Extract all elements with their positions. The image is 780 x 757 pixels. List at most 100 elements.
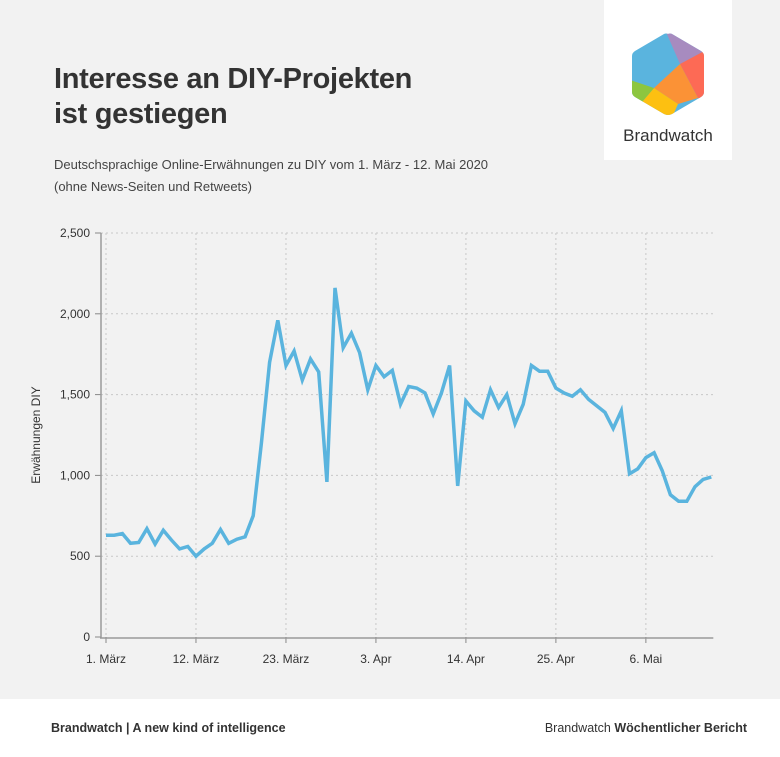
data-point [161,528,165,532]
y-tick-label: 2,500 [60,226,90,240]
data-point [488,388,492,392]
data-point [431,412,435,416]
series-line-erwaehnungen-diy [106,287,712,559]
data-point [513,422,517,426]
data-point [701,477,705,481]
line-chart: 0 500 1,000 1,500 2,000 2,500 1. März 12. März 2… [29,226,714,666]
data-point [153,542,157,546]
data-point [358,351,362,355]
data-point [227,541,231,545]
footer-brand: Brandwatch [544,721,611,735]
subtitle-line-2: (ohne News-Seiten und Retweets) [54,179,252,194]
data-point [219,528,223,532]
data-point [456,484,460,488]
data-point [595,404,599,408]
x-tick-label: 12. März [173,652,220,666]
data-point [480,415,484,419]
footer-report-title: Wöchentlicher Bericht [614,721,747,735]
data-point [390,368,394,372]
axes: 0 500 1,000 1,500 2,000 2,500 1. März 12. März 2… [60,226,714,666]
x-tick-label: 6. Mai [630,652,663,666]
data-point [668,493,672,497]
data-point [529,364,533,368]
y-tick-label: 500 [70,549,90,563]
x-tick-label: 3. Apr [360,652,391,666]
data-point [194,554,198,558]
data-point [202,547,206,551]
data-point [145,527,149,531]
data-point [251,514,255,518]
data-point [104,533,108,537]
chart-title: Interesse an DIY-Projekten ist gestiegen [54,62,412,132]
subtitle-line-1: Deutschsprachige Online-Erwähnungen zu D… [54,157,489,172]
data-point [644,456,648,460]
data-point [374,364,378,368]
chart-subtitle: Deutschsprachige Online-Erwähnungen zu D… [54,154,488,198]
brand-logo-panel: Brandwatch [604,0,732,160]
data-point [628,472,632,476]
data-point [398,402,402,406]
data-point [677,499,681,503]
title-line-1: Interesse an DIY-Projekten [54,63,413,95]
footer: Brandwatch | A new kind of intelligence … [0,699,780,757]
data-point [439,391,443,395]
data-point [636,467,640,471]
data-point [709,475,713,479]
x-tick-label: 25. Apr [537,652,575,666]
data-point [562,391,566,395]
data-point [276,318,280,322]
data-point [693,485,697,489]
data-point [210,541,214,545]
data-point [120,532,124,536]
x-tick-label: 23. März [263,652,310,666]
grid-lines [101,232,714,637]
data-point [472,409,476,413]
data-point [660,469,664,473]
data-point [546,369,550,373]
data-point [538,369,542,373]
data-point [382,375,386,379]
data-point [587,397,591,401]
x-tick-label: 1. März [86,652,126,666]
hex-red-segment [680,50,704,102]
data-point [268,360,272,364]
data-point [611,427,615,431]
data-point [243,535,247,539]
data-point [497,406,501,410]
y-tick-label: 1,500 [60,388,90,402]
data-series [104,286,713,559]
data-point [317,370,321,374]
data-point [178,547,182,551]
data-point [423,391,427,395]
brand-logo-text: Brandwatch [623,126,713,145]
data-point [235,537,239,541]
data-point [333,286,337,290]
data-point [603,410,607,414]
data-point [259,441,263,445]
data-point [292,349,296,353]
data-point [570,394,574,398]
data-point [169,538,173,542]
data-point [554,386,558,390]
footer-report-name: Brandwatch Wöchentlicher Bericht [545,721,747,735]
data-point [407,385,411,389]
data-point [309,357,313,361]
data-point [578,388,582,392]
data-point [619,409,623,413]
y-tick-label: 0 [83,630,90,644]
y-axis-title: Erwähnungen DIY [29,386,43,483]
data-point [415,386,419,390]
hex-orange-segment [654,64,698,104]
data-point [448,364,452,368]
data-point [137,540,141,544]
data-point [464,399,468,403]
y-tick-label: 1,000 [60,468,90,482]
data-point [129,541,133,545]
data-point [685,499,689,503]
data-point [341,346,345,350]
data-point [300,378,304,382]
data-point [112,533,116,537]
y-tick-label: 2,000 [60,307,90,321]
data-point [284,364,288,368]
footer-tagline: Brandwatch | A new kind of intelligence [51,721,286,735]
